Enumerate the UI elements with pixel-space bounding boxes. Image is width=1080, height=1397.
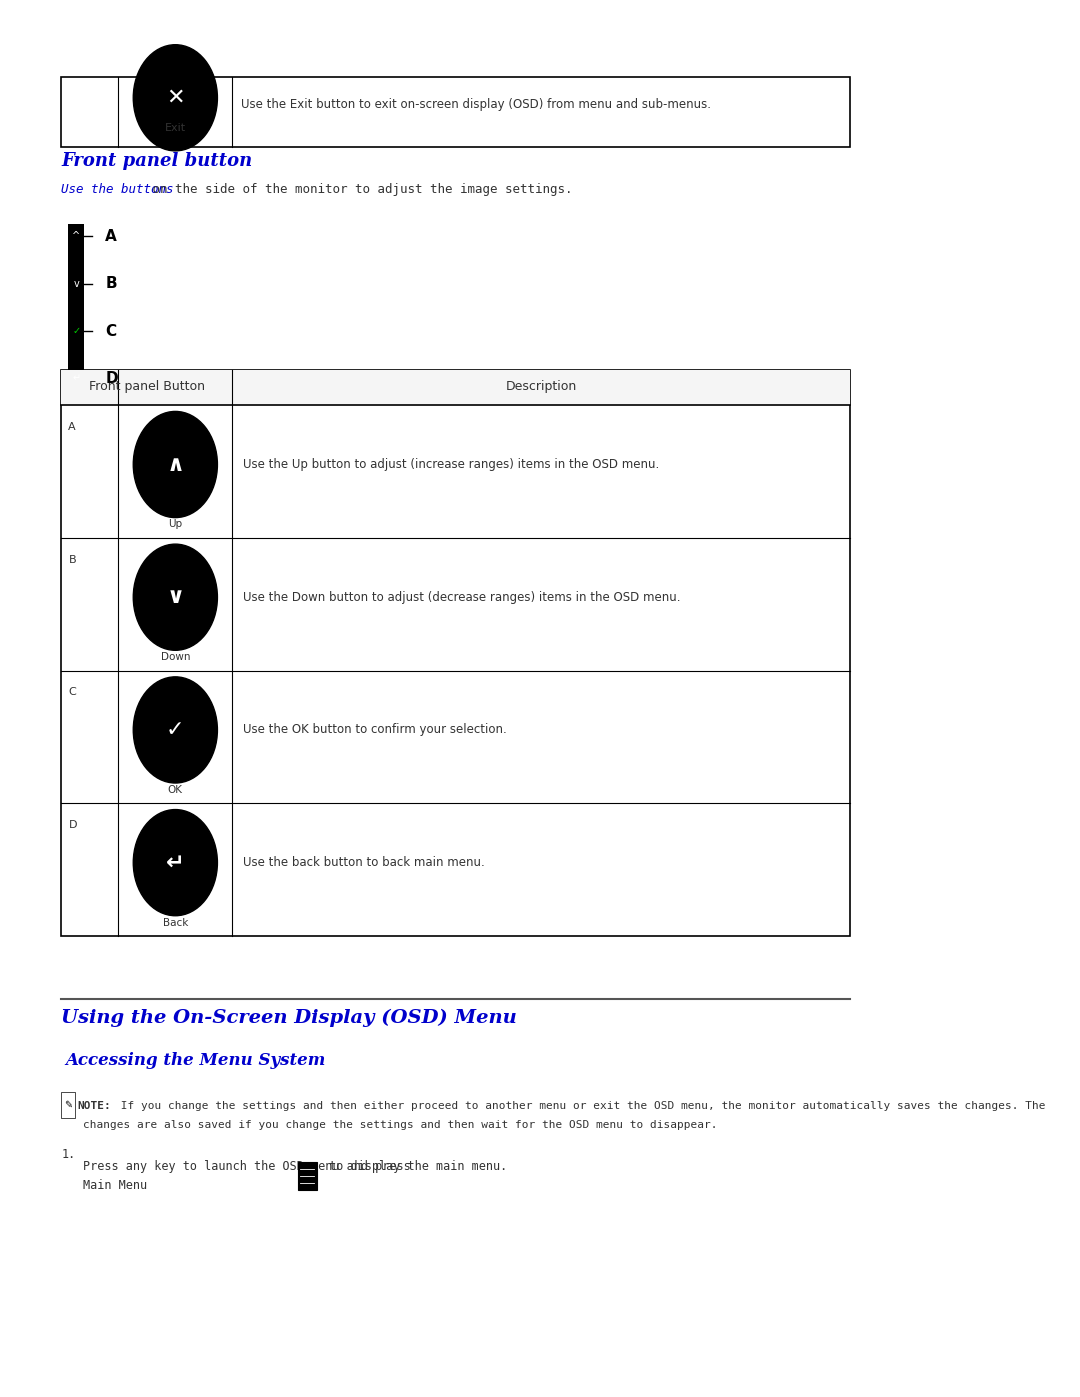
Text: ✕: ✕ [166,88,185,108]
Text: ∨: ∨ [166,587,185,608]
Text: on the side of the monitor to adjust the image settings.: on the side of the monitor to adjust the… [145,183,572,196]
Text: ↵: ↵ [166,852,185,873]
Text: Use the Exit button to exit on-screen display (OSD) from menu and sub-menus.: Use the Exit button to exit on-screen di… [241,98,711,112]
Text: ↵: ↵ [72,373,80,384]
Text: Back: Back [163,918,188,928]
Text: ∧: ∧ [166,454,185,475]
Text: A: A [105,229,117,243]
Text: ^: ^ [72,231,80,242]
Text: A: A [68,422,76,432]
Text: C: C [68,687,76,697]
FancyBboxPatch shape [298,1162,316,1190]
Text: changes are also saved if you change the settings and then wait for the OSD menu: changes are also saved if you change the… [83,1120,718,1130]
Text: to display the main menu.: to display the main menu. [322,1160,508,1172]
Ellipse shape [133,678,217,784]
Text: Use the back button to back main menu.: Use the back button to back main menu. [243,856,485,869]
Ellipse shape [133,412,217,518]
Ellipse shape [133,45,217,151]
Text: Front panel Button: Front panel Button [89,380,205,394]
Ellipse shape [133,543,217,651]
Text: Down: Down [161,652,190,662]
Text: B: B [68,555,76,564]
Text: Use the Down button to adjust (decrease ranges) items in the OSD menu.: Use the Down button to adjust (decrease … [243,591,680,604]
Text: D: D [105,372,118,386]
Text: Using the On-Screen Display (OSD) Menu: Using the On-Screen Display (OSD) Menu [62,1009,517,1027]
Text: Accessing the Menu System: Accessing the Menu System [66,1052,326,1069]
FancyBboxPatch shape [62,370,850,936]
Text: Exit: Exit [165,123,186,133]
Text: Use the Up button to adjust (increase ranges) items in the OSD menu.: Use the Up button to adjust (increase ra… [243,458,659,471]
FancyBboxPatch shape [68,224,84,426]
Text: Use the OK button to confirm your selection.: Use the OK button to confirm your select… [243,724,507,736]
Text: v: v [73,278,79,289]
FancyBboxPatch shape [62,77,850,147]
Text: C: C [105,324,117,338]
Text: Main Menu: Main Menu [83,1179,147,1192]
Text: ✓: ✓ [72,326,80,337]
Text: Use the buttons: Use the buttons [62,183,174,196]
Text: Front panel button: Front panel button [62,152,253,170]
Text: OK: OK [167,785,183,795]
Text: D: D [68,820,77,830]
Text: Description: Description [505,380,577,394]
FancyBboxPatch shape [62,370,850,405]
Text: B: B [105,277,117,291]
Text: ✓: ✓ [166,719,185,740]
Text: 1.: 1. [62,1148,76,1161]
FancyBboxPatch shape [62,1092,75,1118]
Ellipse shape [133,810,217,916]
Text: If you change the settings and then either proceed to another menu or exit the O: If you change the settings and then eith… [114,1101,1045,1111]
Text: ✎: ✎ [64,1099,72,1111]
Text: Up: Up [168,520,183,529]
Text: NOTE:: NOTE: [77,1101,111,1111]
Text: Press any key to launch the OSD menu and press: Press any key to launch the OSD menu and… [83,1160,418,1172]
